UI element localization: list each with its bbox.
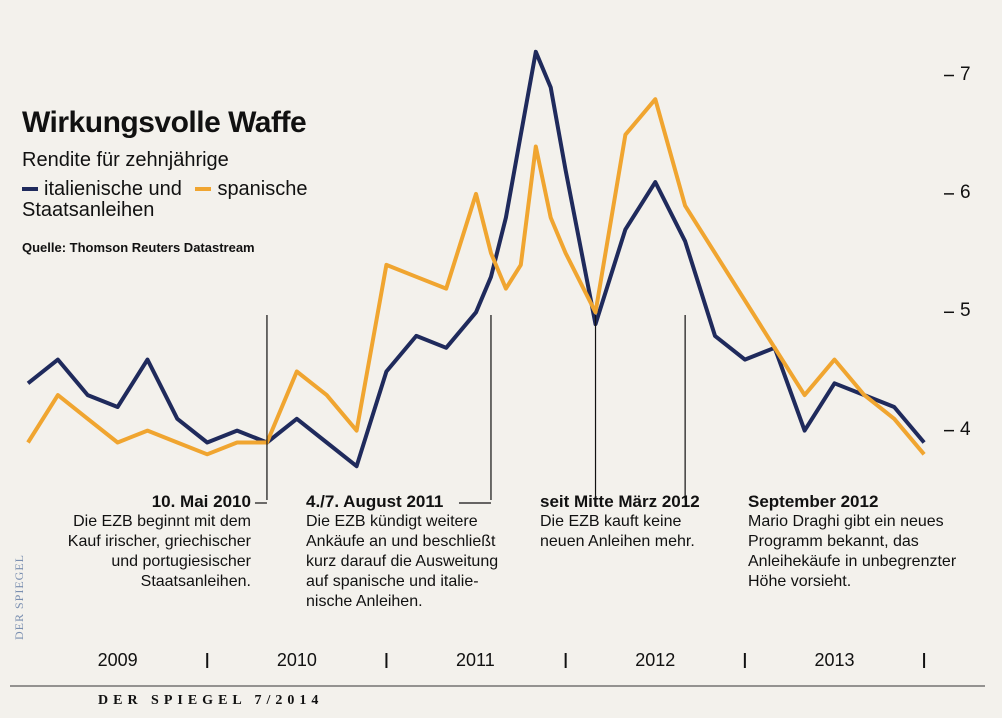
y-tick-label-1: 5 [960, 300, 971, 322]
x-year-label-2009: 2009 [97, 650, 138, 670]
annotation-text-line: neuen Anleihen mehr. [540, 533, 695, 550]
y-tick-label-3: 7 [960, 63, 971, 85]
side-brand: DER SPIEGEL [12, 554, 26, 640]
annotation-text-line: Höhe vorsieht. [748, 573, 852, 590]
annotation-text-line: Kauf irischer, griechischer [67, 533, 251, 550]
series-line-italy [26, 49, 926, 469]
annotation-3: September 2012 Mario Draghi gibt ein neue… [748, 492, 956, 592]
annotation-heading: 10. Mai 2010 [151, 492, 251, 511]
y-tick-label-2: 6 [960, 181, 971, 203]
annotation-text-line: nische Anleihen. [306, 593, 423, 610]
annotation-1: 4./7. August 2011 Die EZB kündigt weitere… [306, 492, 498, 612]
legend: italienische und spanische [22, 173, 308, 201]
legend-item-italy: italienische und [22, 177, 182, 201]
x-year-label-2013: 2013 [814, 650, 855, 670]
series-line-spain [26, 97, 926, 457]
annotation-text-line: Die EZB beginnt mit dem [73, 513, 251, 530]
legend-item-spain: spanische [195, 177, 308, 201]
chart-source: Quelle: Thomson Reuters Datastream [22, 240, 255, 255]
legend-swatch-italy [22, 187, 38, 191]
legend-label-spain: spanische [217, 178, 308, 200]
annotation-text-line: Mario Draghi gibt ein neues [748, 513, 944, 530]
annotation-heading: seit Mitte März 2012 [540, 492, 700, 511]
annotation-text-line: und portugiesischer [111, 553, 251, 570]
annotation-text-line: Die EZB kündigt weitere [306, 513, 478, 530]
annotation-text-line: Anleihekäufe in unbegrenzter [748, 553, 957, 570]
footer-source: DER SPIEGEL 7/2014 [98, 693, 324, 708]
legend-swatch-spain [195, 187, 212, 191]
annotation-0: 10. Mai 2010 Die EZB beginnt mit dem Kauf … [0, 492, 251, 592]
x-year-label-2010: 2010 [276, 650, 317, 670]
annotation-2: seit Mitte März 2012 Die EZB kauft keine n… [540, 492, 700, 552]
chart-title: Wirkungsvolle Waffe [22, 106, 307, 139]
annotation-heading: 4./7. August 2011 [306, 492, 444, 511]
annotation-text-line: auf spanische und italie- [306, 573, 479, 590]
y-tick-label-0: 4 [960, 418, 971, 440]
annotation-text-line: Die EZB kauft keine [540, 513, 682, 530]
annotation-text-line: Ankäufe an und beschließt [306, 533, 496, 550]
chart-subtitle-line1: Rendite für zehnjährige [22, 149, 229, 171]
x-year-label-2012: 2012 [635, 650, 676, 670]
annotation-text-line: Staatsanleihen. [140, 573, 251, 590]
legend-label-italy: italienische und [44, 178, 182, 200]
annotation-text-line: kurz darauf die Ausweitung [306, 553, 499, 570]
annotation-heading: September 2012 [748, 492, 879, 511]
annotation-text-line: Programm bekannt, das [748, 533, 919, 550]
chart-subtitle-line3: Staatsanleihen [22, 199, 155, 221]
x-year-label-2011: 2011 [456, 650, 495, 670]
